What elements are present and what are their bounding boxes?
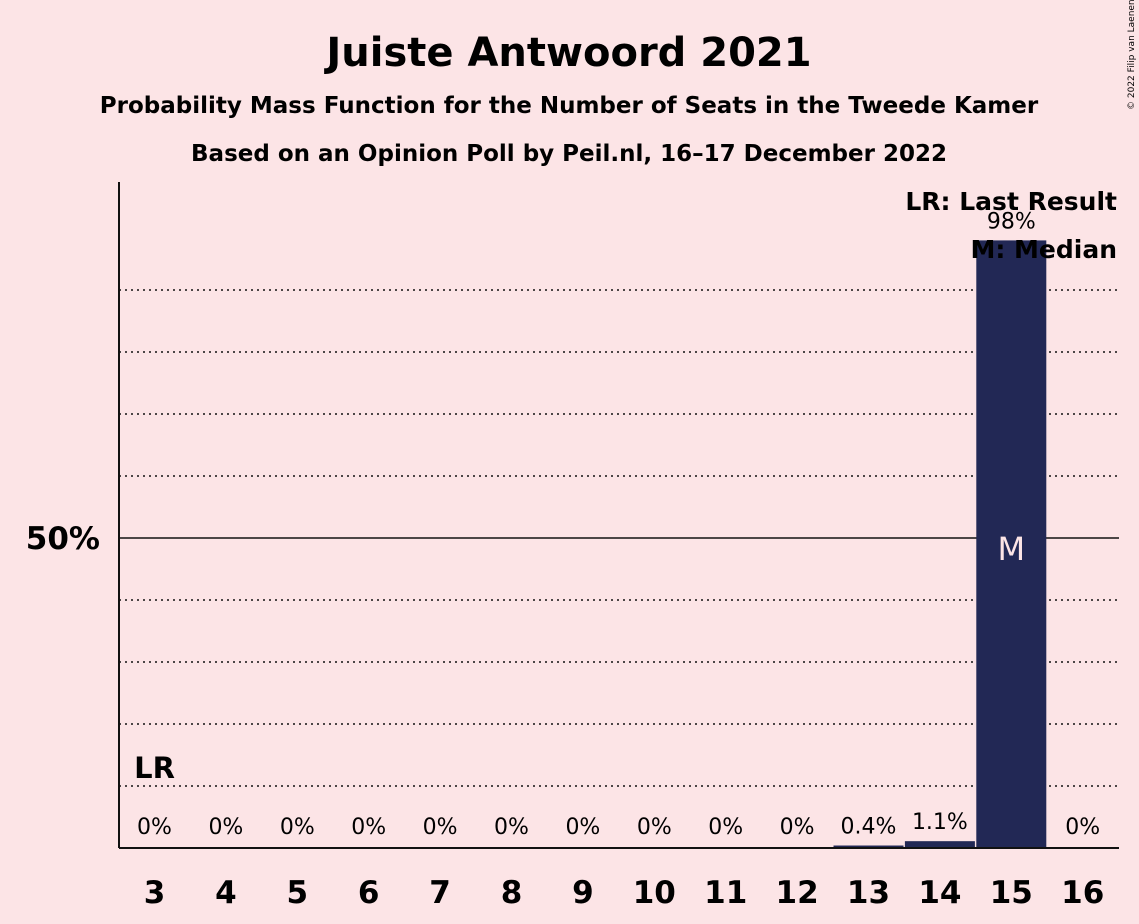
x-tick-label: 14 (918, 875, 961, 911)
gridlines (119, 289, 1119, 787)
bar-13 (833, 845, 904, 848)
y-tick-labels: 50% (26, 521, 100, 557)
value-label-12: 0% (780, 815, 815, 840)
bars (833, 240, 1047, 848)
x-tick-label: 5 (287, 875, 309, 911)
chart-title: Juiste Antwoord 2021 (323, 30, 811, 76)
x-tick-label: 11 (704, 875, 747, 911)
value-label-13: 0.4% (841, 815, 897, 840)
value-label-9: 0% (565, 815, 600, 840)
median-marker: M (997, 530, 1025, 568)
value-label-7: 0% (423, 815, 458, 840)
value-label-5: 0% (280, 815, 315, 840)
bar-labels: 0% 0% 0% 0% 0% 0% 0% 0% 0% 0% 0.4% 1.1% 98% 0% (137, 209, 1100, 840)
bar-14 (904, 841, 975, 848)
x-tick-label: 12 (776, 875, 819, 911)
x-tick-label: 9 (572, 875, 594, 911)
value-label-16: 0% (1065, 815, 1100, 840)
x-tick-label: 3 (144, 875, 166, 911)
value-label-14: 1.1% (912, 810, 968, 835)
x-tick-label: 16 (1061, 875, 1104, 911)
value-label-10: 0% (637, 815, 672, 840)
value-label-11: 0% (708, 815, 743, 840)
value-label-3: 0% (137, 815, 172, 840)
x-tick-labels: 3 4 5 6 7 8 9 10 11 12 13 14 15 16 (144, 875, 1105, 911)
last-result-marker: LR (134, 751, 175, 785)
chart-subtitle-2: Based on an Opinion Poll by Peil.nl, 16–… (191, 141, 947, 167)
x-tick-label: 7 (429, 875, 451, 911)
value-label-8: 0% (494, 815, 529, 840)
value-label-4: 0% (208, 815, 243, 840)
x-tick-label: 6 (358, 875, 380, 911)
legend-last-result: LR: Last Result (905, 187, 1117, 216)
x-tick-label: 13 (847, 875, 890, 911)
y-tick-label: 50% (26, 521, 100, 557)
value-label-6: 0% (351, 815, 386, 840)
x-tick-label: 10 (633, 875, 676, 911)
value-label-15: 98% (987, 209, 1036, 234)
x-tick-label: 15 (990, 875, 1033, 911)
markers: LR M (134, 530, 1025, 785)
x-tick-label: 8 (501, 875, 523, 911)
bar-15 (976, 240, 1047, 848)
copyright: © 2022 Filip van Laenen (1127, 0, 1137, 110)
legend-median: M: Median (970, 235, 1117, 264)
x-tick-label: 4 (215, 875, 237, 911)
chart-subtitle-1: Probability Mass Function for the Number… (100, 93, 1039, 119)
